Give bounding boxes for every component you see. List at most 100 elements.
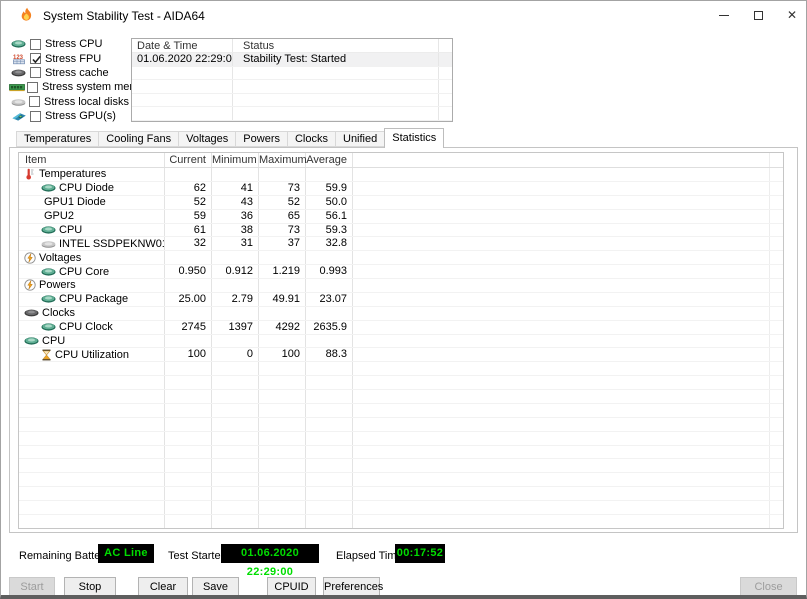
stress-option-label: Stress system memory [42, 81, 154, 94]
stats-row-cpu-diode[interactable]: CPU Diode 62 41 73 59.9 [19, 181, 783, 196]
minimize-button[interactable] [707, 1, 741, 29]
stress-option-stress-cache[interactable]: Stress cache [9, 66, 129, 80]
stats-empty-cell [212, 445, 259, 459]
stats-empty-cell [212, 431, 259, 445]
start-button[interactable]: Start [9, 577, 55, 595]
clear-button[interactable]: Clear [138, 577, 188, 595]
tab-powers[interactable]: Powers [235, 131, 288, 147]
stats-item-cell: CPU [19, 334, 165, 348]
stats-row-temperatures[interactable]: Temperatures [19, 168, 783, 182]
stats-row-cpu-core[interactable]: CPU Core 0.950 0.912 1.219 0.993 [19, 265, 783, 279]
stats-end-cell [770, 279, 783, 292]
stats-empty-cell [259, 501, 306, 514]
stats-value-max [259, 251, 306, 265]
stats-row-clocks[interactable]: Clocks [19, 306, 783, 321]
stats-header-item[interactable]: Item [19, 153, 165, 167]
tab-voltages[interactable]: Voltages [178, 131, 237, 147]
tab-statistics[interactable]: Statistics [384, 128, 445, 148]
stats-value-max: 52 [259, 195, 306, 209]
log-empty-cell [233, 107, 439, 120]
status-label-test-started: Test Started: [168, 550, 230, 562]
status-label-remaining-battery: Remaining Battery: [19, 550, 113, 562]
stress-checkbox-stress-cache[interactable] [30, 67, 41, 79]
stats-value-min: 38 [212, 223, 259, 237]
stats-empty-cell [770, 446, 783, 459]
log-empty-cell [439, 94, 452, 107]
stats-value-min [212, 168, 259, 181]
stats-row-voltages[interactable]: Voltages [19, 251, 783, 266]
stats-empty-cell [259, 487, 306, 500]
stats-row-cpu[interactable]: CPU 61 38 73 59.3 [19, 223, 783, 238]
stats-empty-cell [259, 514, 306, 528]
stats-value-current: 52 [165, 195, 212, 209]
stop-button[interactable]: Stop [64, 577, 116, 595]
stats-header-maximum[interactable]: Maximum [259, 153, 307, 167]
stress-checkbox-stress-system-memory[interactable] [27, 81, 38, 93]
stats-value-min: 31 [212, 237, 259, 251]
stats-empty-cell [353, 417, 770, 431]
stress-option-stress-system-memory[interactable]: Stress system memory [9, 80, 154, 94]
stress-checkbox-stress-local-disks[interactable] [29, 96, 41, 108]
cache-icon [9, 68, 28, 78]
flame-app-icon [19, 7, 34, 23]
stats-row-gpu2[interactable]: GPU2 59 36 65 56.1 [19, 209, 783, 224]
stats-value-max: 73 [259, 223, 306, 237]
stats-end-cell [770, 335, 783, 348]
stats-header-average[interactable]: Average [306, 153, 353, 167]
stats-item-cell: Powers [19, 279, 165, 292]
stress-option-stress-cpu[interactable]: Stress CPU [9, 37, 129, 51]
save-button[interactable]: Save [192, 577, 239, 595]
stats-row-cpu[interactable]: CPU [19, 334, 783, 349]
close-window-button[interactable]: ✕ [775, 1, 806, 29]
stats-empty-row [19, 459, 783, 474]
stats-row-cpu-clock[interactable]: CPU Clock 2745 1397 4292 2635.9 [19, 320, 783, 335]
stress-checkbox-stress-gpu-s[interactable] [30, 110, 41, 122]
stress-checkbox-stress-fpu[interactable] [30, 53, 41, 65]
log-empty-cell [233, 66, 439, 80]
maximize-button[interactable] [741, 1, 775, 29]
stats-header-current[interactable]: Current [165, 153, 212, 167]
preferences-button[interactable]: Preferences [323, 577, 383, 595]
stats-fill-cell [353, 237, 770, 251]
stress-option-stress-gpu-s[interactable]: Stress GPU(s) [9, 109, 129, 123]
stats-item-cell: GPU2 [19, 209, 165, 223]
stats-item-cell: Clocks [19, 306, 165, 320]
stress-checkbox-stress-cpu[interactable] [30, 38, 41, 50]
stats-empty-cell [306, 417, 353, 431]
stats-header-minimum[interactable]: Minimum [212, 153, 259, 167]
stats-value-avg [306, 279, 353, 292]
stats-value-current: 62 [165, 181, 212, 195]
stats-empty-cell [19, 362, 165, 376]
log-empty-cell [132, 80, 233, 93]
log-header-datetime[interactable]: Date & Time [132, 39, 233, 52]
stats-empty-row [19, 390, 783, 404]
stress-option-stress-fpu[interactable]: 123 Stress FPU [9, 51, 129, 65]
log-header-status[interactable]: Status [233, 39, 439, 52]
tab-clocks[interactable]: Clocks [286, 131, 336, 147]
close-button[interactable]: Close [740, 577, 797, 595]
tab-temperatures[interactable]: Temperatures [16, 131, 100, 147]
stats-empty-cell [353, 403, 770, 417]
stats-row-cpu-package[interactable]: CPU Package 25.00 2.79 49.91 23.07 [19, 292, 783, 307]
event-log-table: Date & Time Status 01.06.2020 22:29:00 Stab… [131, 38, 453, 122]
stats-item-label: CPU Package [59, 293, 129, 306]
stats-value-current [165, 279, 212, 292]
log-row[interactable]: 01.06.2020 22:29:00 Stability Test: Start… [132, 53, 452, 67]
stats-empty-cell [19, 501, 165, 514]
stats-row-cpu-utilization[interactable]: CPU Utilization 100 0 100 88.3 [19, 348, 783, 363]
stress-option-stress-local-disks[interactable]: Stress local disks [9, 95, 129, 109]
disk-drive-icon [41, 239, 56, 249]
stats-empty-cell [306, 459, 353, 473]
tab-cooling-fans[interactable]: Cooling Fans [98, 131, 180, 147]
stats-row-powers[interactable]: Powers [19, 279, 783, 293]
window-title: System Stability Test - AIDA64 [43, 9, 205, 23]
stats-row-gpu1-diode[interactable]: GPU1 Diode 52 43 52 50.0 [19, 195, 783, 210]
cpuid-button[interactable]: CPUID [267, 577, 316, 595]
stats-item-cell: CPU Diode [19, 181, 165, 195]
stats-end-cell [770, 348, 783, 361]
disk-icon [9, 97, 27, 107]
stats-row-intel-ssdpeknw010t8[interactable]: INTEL SSDPEKNW010T832313732.8 [19, 237, 783, 252]
stats-value-min: 0 [212, 348, 259, 362]
tab-unified[interactable]: Unified [335, 131, 386, 147]
fpu-icon: 123 [9, 53, 28, 65]
